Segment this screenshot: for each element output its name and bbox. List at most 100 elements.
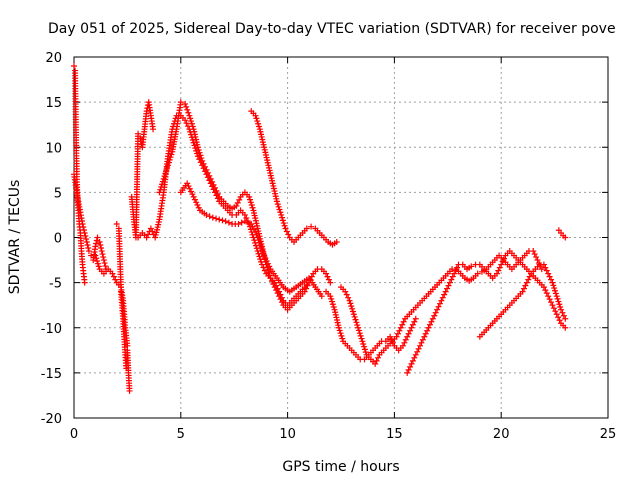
data-point (546, 296, 553, 303)
data-point (83, 239, 90, 246)
data-point (411, 318, 418, 325)
data-point (405, 366, 412, 373)
data-point (264, 260, 271, 267)
x-tick-label: 0 (70, 427, 78, 442)
data-point (198, 155, 205, 162)
data-point (520, 285, 527, 292)
data-point (274, 290, 281, 297)
data-point (333, 239, 340, 246)
data-point (249, 223, 256, 230)
data-point (185, 183, 192, 190)
data-point (184, 106, 191, 113)
data-point (353, 319, 360, 326)
data-point (156, 189, 163, 196)
data-point (545, 270, 552, 277)
data-point (213, 215, 220, 222)
data-point (185, 109, 192, 116)
data-point (468, 263, 475, 270)
data-point (85, 245, 92, 252)
data-point (98, 248, 105, 255)
data-point (421, 333, 428, 340)
data-point (159, 178, 166, 185)
data-point (523, 279, 530, 286)
data-point (328, 295, 335, 302)
x-tick-labels: 0 5 10 15 20 25 (70, 427, 616, 442)
chart-title: Day 051 of 2025, Sidereal Day-to-day VTE… (48, 21, 616, 37)
data-point (337, 330, 344, 337)
data-point (267, 275, 274, 282)
data-point (407, 363, 414, 370)
data-point (448, 276, 455, 283)
data-point (159, 181, 166, 188)
data-point (551, 285, 558, 292)
data-point (182, 100, 189, 107)
data-point (357, 332, 364, 339)
y-tick-label: -15 (41, 367, 62, 382)
data-point (338, 332, 345, 339)
data-point (411, 354, 418, 361)
data-point (255, 250, 262, 257)
data-point (253, 231, 260, 238)
data-point (434, 306, 441, 313)
data-point (553, 293, 560, 300)
data-point (408, 324, 415, 331)
data-point (214, 190, 221, 197)
data-point (534, 257, 541, 264)
data-point (255, 123, 262, 130)
data-point (250, 226, 257, 233)
data-point (525, 276, 532, 283)
y-tick-label: 5 (54, 186, 62, 201)
data-point (412, 315, 419, 322)
data-point (436, 300, 443, 307)
x-axis-label: GPS time / hours (282, 459, 399, 475)
data-point (282, 225, 289, 232)
data-point (417, 342, 424, 349)
data-point (327, 293, 334, 300)
data-point (558, 306, 565, 313)
data-point (273, 287, 280, 294)
x-tick-label: 20 (493, 427, 510, 442)
data-point (186, 112, 193, 119)
data-point (444, 285, 451, 292)
data-point (538, 266, 545, 273)
data-point (445, 282, 452, 289)
y-tick-label: -5 (49, 277, 62, 292)
data-point (204, 169, 211, 176)
data-point (560, 312, 567, 319)
data-point (402, 336, 409, 343)
data-point (97, 242, 104, 249)
data-point (323, 270, 330, 277)
data-point (274, 201, 281, 208)
data-point (498, 261, 505, 268)
data-point (543, 290, 550, 297)
data-point (355, 327, 362, 334)
data-point (329, 301, 336, 308)
data-point (372, 360, 379, 367)
data-point (540, 284, 547, 291)
data-point (304, 282, 311, 289)
x-tick-label: 10 (279, 427, 296, 442)
data-point (209, 178, 216, 185)
data-point (254, 248, 261, 255)
data-point (409, 321, 416, 328)
data-point (493, 270, 500, 277)
data-point (270, 281, 277, 288)
data-point (422, 330, 429, 337)
data-point (350, 311, 357, 318)
data-point (150, 126, 157, 133)
y-tick-label: 10 (45, 141, 62, 156)
data-point (246, 193, 253, 200)
data-point (404, 333, 411, 340)
data-point (318, 293, 325, 300)
data-point (348, 303, 355, 310)
data-point (346, 297, 353, 304)
data-point (540, 261, 547, 268)
data-point (452, 267, 459, 274)
data-point (248, 220, 255, 227)
data-marks (71, 63, 569, 394)
data-point (339, 335, 346, 342)
data-point (276, 206, 283, 213)
data-point (347, 300, 354, 307)
data-point (399, 342, 406, 349)
